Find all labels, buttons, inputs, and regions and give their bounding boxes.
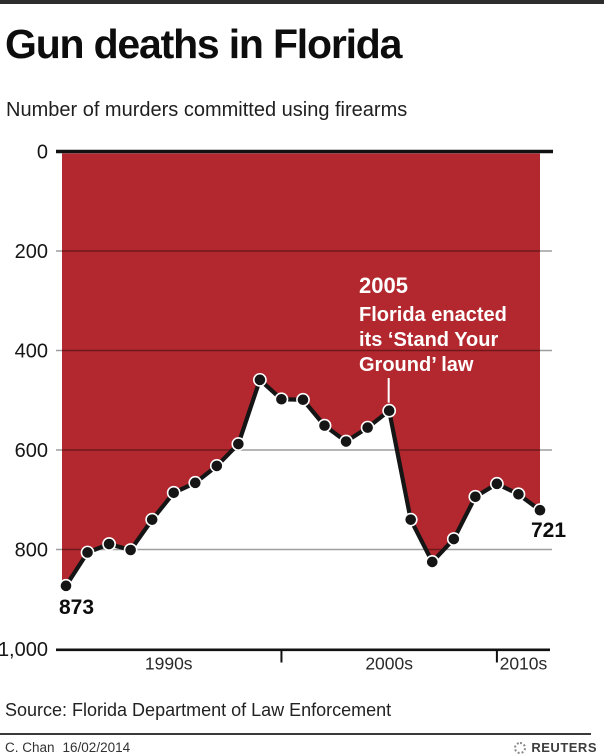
data-point-2008 bbox=[446, 532, 461, 546]
annotation-year: 2005 bbox=[359, 273, 408, 298]
data-point-2011 bbox=[511, 487, 526, 502]
y-tick-label: 200 bbox=[15, 241, 48, 263]
data-point-2012 bbox=[533, 503, 547, 518]
x-tick-label: 1990s bbox=[145, 654, 193, 674]
data-point-2009 bbox=[468, 489, 483, 504]
data-point-2004 bbox=[360, 420, 375, 435]
data-point-2005 bbox=[382, 403, 397, 418]
data-point-1990 bbox=[59, 578, 73, 593]
credit-date: 16/02/2014 bbox=[62, 740, 131, 755]
annotation-text-line: its ‘Stand Your bbox=[359, 329, 498, 351]
data-point-2007 bbox=[425, 555, 440, 569]
data-point-2001 bbox=[296, 392, 310, 407]
start-value-label: 873 bbox=[59, 596, 94, 619]
chart-subtitle: Number of murders committed using firear… bbox=[6, 99, 408, 121]
data-point-2002 bbox=[317, 418, 332, 433]
x-tick-label: 2000s bbox=[365, 654, 413, 674]
y-tick-label: 800 bbox=[15, 540, 48, 562]
data-point-1996 bbox=[188, 475, 203, 490]
x-tick-label: 2010s bbox=[500, 654, 548, 674]
line-chart: 1990s 2000s 2010s 0 200 400 600 800 1,000 873 721 2… bbox=[0, 142, 566, 674]
reuters-orb-icon bbox=[514, 741, 527, 754]
data-point-1994 bbox=[145, 512, 160, 527]
reuters-logo: REUTERS bbox=[514, 740, 597, 755]
data-point-1991 bbox=[80, 545, 95, 560]
area-fill bbox=[62, 153, 540, 586]
data-point-2010 bbox=[489, 476, 504, 491]
data-point-1998 bbox=[231, 437, 246, 451]
y-tick-label: 0 bbox=[37, 142, 48, 164]
data-point-1999 bbox=[253, 372, 267, 387]
data-point-2000 bbox=[274, 392, 289, 407]
footer-divider bbox=[0, 733, 591, 735]
top-border bbox=[0, 0, 604, 4]
credit-author: C. Chan bbox=[5, 740, 55, 755]
data-point-1995 bbox=[166, 485, 181, 500]
reuters-wordmark: REUTERS bbox=[531, 740, 597, 755]
page-title: Gun deaths in Florida bbox=[5, 21, 402, 67]
data-point-2003 bbox=[339, 434, 353, 449]
data-point-2006 bbox=[403, 512, 418, 527]
y-tick-label: 600 bbox=[15, 440, 48, 462]
data-point-1993 bbox=[123, 543, 138, 557]
credit-line: C. Chan 16/02/2014 bbox=[5, 740, 138, 755]
data-point-1992 bbox=[102, 537, 116, 551]
y-tick-label: 1,000 bbox=[0, 639, 48, 661]
y-tick-label: 400 bbox=[15, 341, 48, 363]
annotation-text-line: Florida enacted bbox=[359, 304, 507, 326]
footer: C. Chan 16/02/2014 REUTERS bbox=[5, 740, 597, 755]
data-point-1997 bbox=[209, 459, 224, 473]
source-text: Source: Florida Department of Law Enforc… bbox=[5, 700, 392, 720]
end-value-label: 721 bbox=[531, 519, 566, 542]
annotation-text-line: Ground’ law bbox=[359, 354, 474, 376]
